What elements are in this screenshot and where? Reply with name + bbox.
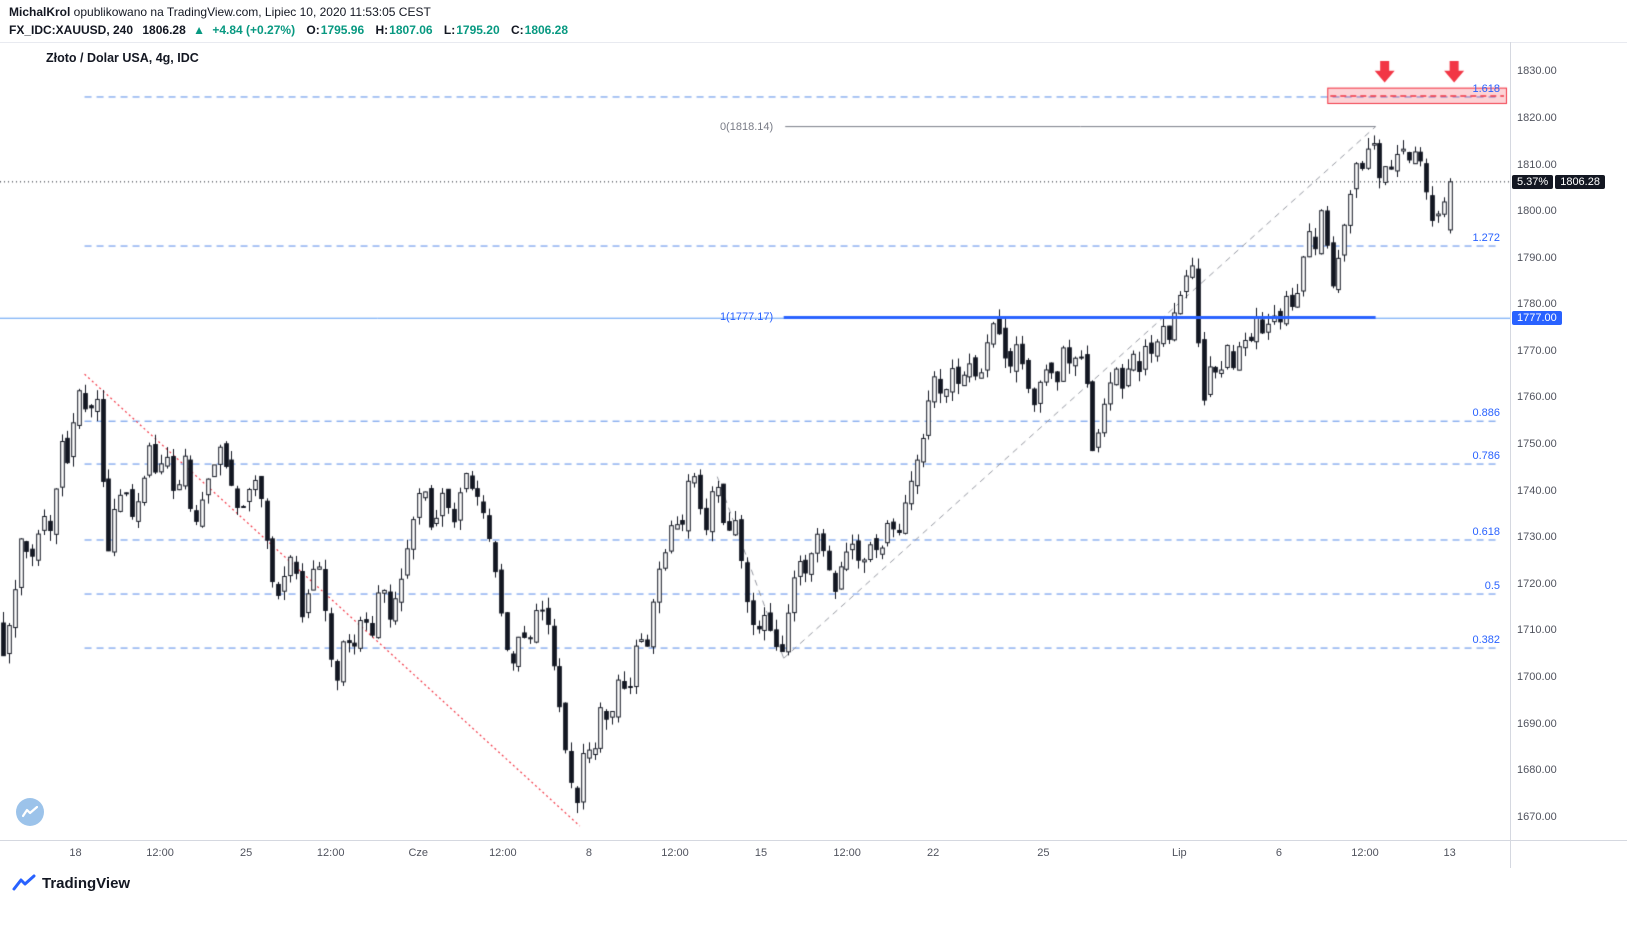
price-axis[interactable]: 1830.00 1820.00 1810.00 1800.00 1790.00 1780.…	[1510, 42, 1627, 840]
price-axis-tick: 1720.00	[1517, 577, 1557, 590]
tradingview-brand-link[interactable]: TradingView	[12, 874, 130, 892]
price-axis-tick: 1680.00	[1517, 764, 1557, 777]
open-label: O:	[306, 23, 320, 37]
time-axis[interactable]: 18 12:00 25 12:00 Cze 12:00 8 12:00 15 12:00 22 25 L…	[0, 840, 1510, 868]
price-axis-tick: 1830.00	[1517, 65, 1557, 78]
change-up-arrow-icon: ▲	[193, 23, 205, 37]
open-value: 1795.96	[320, 23, 365, 37]
price-axis-tick: 1760.00	[1517, 391, 1557, 404]
time-axis-tick: 12:00	[833, 847, 861, 859]
published-text: opublikowano na TradingView.com, Lipiec …	[70, 5, 431, 19]
price-axis-tick: 1790.00	[1517, 251, 1557, 264]
time-axis-tick: Lip	[1171, 847, 1187, 859]
tradingview-logo-icon	[12, 874, 36, 891]
last-price-badge: 1806.28	[1555, 174, 1605, 189]
plot-area[interactable]: 1.618 1.272 0.886 0.786 0.618 0.5 0.382 0(1818.…	[0, 42, 1510, 840]
price-axis-tick: 1670.00	[1517, 810, 1557, 823]
percent-change-badge: 5.37%	[1512, 174, 1554, 189]
price-axis-tick: 1740.00	[1517, 484, 1557, 497]
price-change: +4.84 (+0.27%)	[212, 23, 296, 37]
time-axis-tick: Cze	[408, 847, 429, 859]
time-axis-tick: 6	[1275, 847, 1283, 859]
time-axis-border	[0, 840, 1627, 841]
watermark-chart-glyph-icon	[22, 806, 38, 818]
time-axis-tick: 12:00	[146, 847, 174, 859]
time-axis-tick: 15	[754, 847, 768, 859]
price-axis-tick: 1710.00	[1517, 624, 1557, 637]
plot-top-border	[0, 42, 1627, 43]
close-value: 1806.28	[524, 23, 569, 37]
high-label: H:	[375, 23, 389, 37]
price-axis-tick: 1810.00	[1517, 158, 1557, 171]
time-axis-tick: 18	[69, 847, 82, 859]
level-price-badge: 1777.00	[1512, 311, 1562, 326]
price-axis-tick: 1780.00	[1517, 298, 1557, 311]
chart-legend-title: Złoto / Dolar USA, 4g, IDC	[46, 51, 199, 65]
snapshot-header: MichalKrol opublikowano na TradingView.c…	[0, 0, 1627, 42]
time-axis-tick: 25	[1037, 847, 1050, 859]
time-axis-tick: 22	[927, 847, 940, 859]
close-label: C:	[510, 23, 524, 37]
chart-canvas[interactable]	[0, 42, 1510, 840]
footer: TradingView	[0, 868, 1627, 930]
last-price-badges: 5.37% 1806.28	[1512, 174, 1605, 189]
price-axis-tick: 1730.00	[1517, 531, 1557, 544]
time-axis-tick: 25	[240, 847, 253, 859]
time-axis-tick: 12:00	[489, 847, 517, 859]
last-price-value: 1806.28	[142, 23, 186, 37]
price-axis-tick: 1820.00	[1517, 111, 1557, 124]
price-axis-tick: 1700.00	[1517, 670, 1557, 683]
low-value: 1795.20	[456, 23, 500, 37]
symbol-info-line: FX_IDC:XAUUSD, 240 1806.28 ▲ +4.84 (+0.2…	[9, 23, 1627, 37]
time-axis-tick: 12:00	[661, 847, 689, 859]
price-axis-tick: 1750.00	[1517, 438, 1557, 451]
high-value: 1807.06	[389, 23, 433, 37]
symbol-title: FX_IDC:XAUUSD, 240	[9, 23, 134, 37]
price-axis-tick: 1770.00	[1517, 344, 1557, 357]
price-axis-border	[1510, 42, 1511, 868]
author-name: MichalKrol	[9, 5, 71, 19]
price-axis-tick: 1800.00	[1517, 205, 1557, 218]
low-label: L:	[443, 23, 456, 37]
time-axis-tick: 12:00	[1351, 847, 1379, 859]
time-axis-tick: 12:00	[316, 847, 345, 859]
publish-info-line: MichalKrol opublikowano na TradingView.c…	[9, 5, 1627, 19]
time-axis-tick: 8	[585, 847, 592, 859]
tradingview-watermark-icon	[16, 798, 44, 826]
price-axis-tick: 1690.00	[1517, 717, 1557, 730]
time-axis-tick: 13	[1443, 847, 1456, 859]
brand-name: TradingView	[42, 874, 131, 892]
